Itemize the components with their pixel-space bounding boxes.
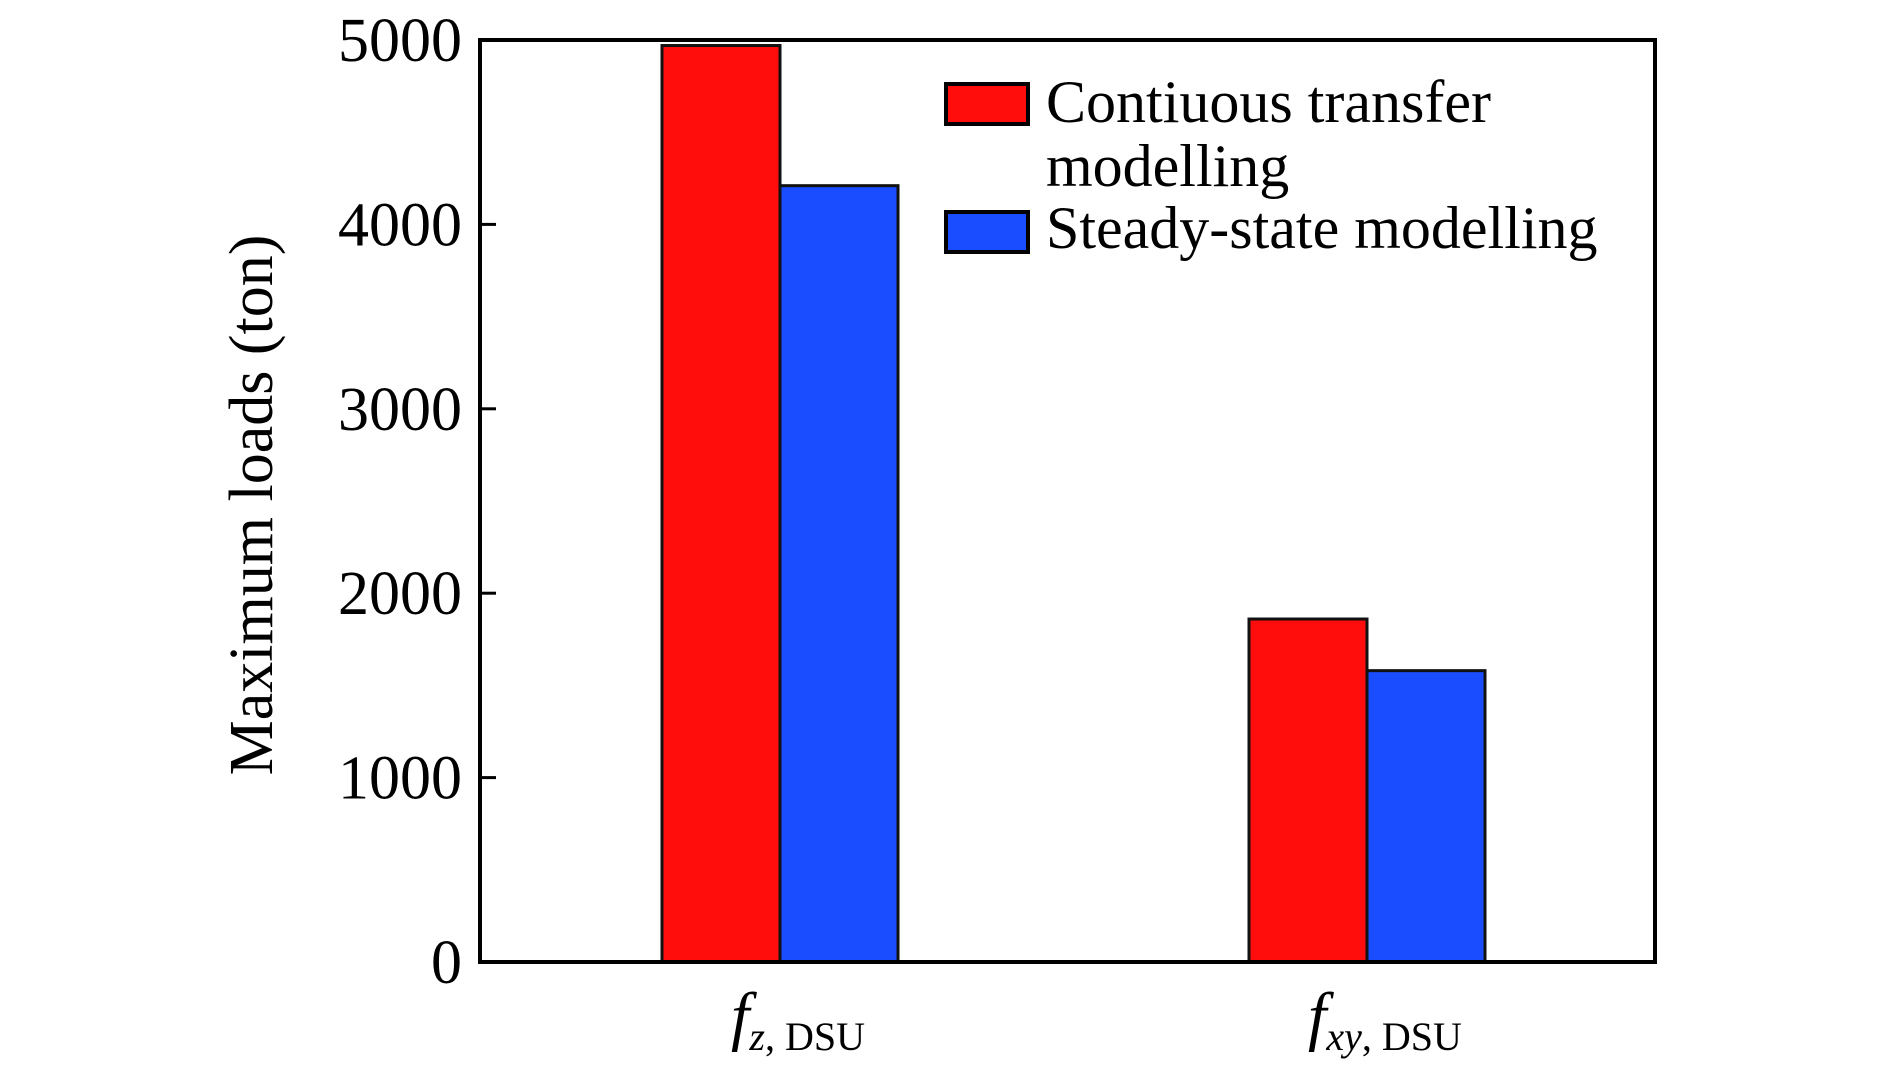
legend-label-1: Steady-state modelling [1046, 195, 1598, 261]
y-tick-label: 5000 [338, 7, 462, 75]
plot-frame [478, 38, 1657, 964]
y-tick-label: 4000 [338, 191, 462, 259]
x-category-subscript-rest: , DSU [1362, 1014, 1462, 1059]
legend-label-0: modelling [1046, 133, 1289, 199]
x-category-label: fxy, DSU [1308, 980, 1462, 1059]
legend: Contiuous transfermodellingSteady-state … [944, 69, 1598, 261]
legend-swatch-0 [944, 82, 1030, 126]
x-axis-categories: fz, DSU fxy, DSU [731, 980, 1462, 1059]
bar-series-1-cat-0 [778, 184, 900, 964]
x-category-label: fz, DSU [731, 980, 865, 1059]
x-category-subscript: xy [1325, 1014, 1362, 1059]
y-tick-label: 2000 [338, 560, 462, 628]
bars-layer [660, 44, 1487, 964]
y-tick-label: 3000 [338, 376, 462, 444]
y-axis-label: Maximum loads (ton) [218, 235, 286, 776]
x-category-subscript: z [748, 1014, 765, 1059]
bar-series-0-cat-1 [1247, 617, 1369, 964]
y-tick-label: 1000 [338, 745, 462, 813]
legend-label-0: Contiuous transfer [1046, 69, 1491, 135]
bar-series-1-cat-1 [1365, 669, 1487, 964]
x-category-subscript-rest: , DSU [765, 1014, 865, 1059]
y-tick-label: 0 [431, 929, 462, 997]
y-axis-ticks: 0 1000 2000 3000 4000 5000 [338, 7, 496, 997]
bar-series-0-cat-0 [660, 44, 782, 964]
legend-swatch-1 [944, 210, 1030, 254]
